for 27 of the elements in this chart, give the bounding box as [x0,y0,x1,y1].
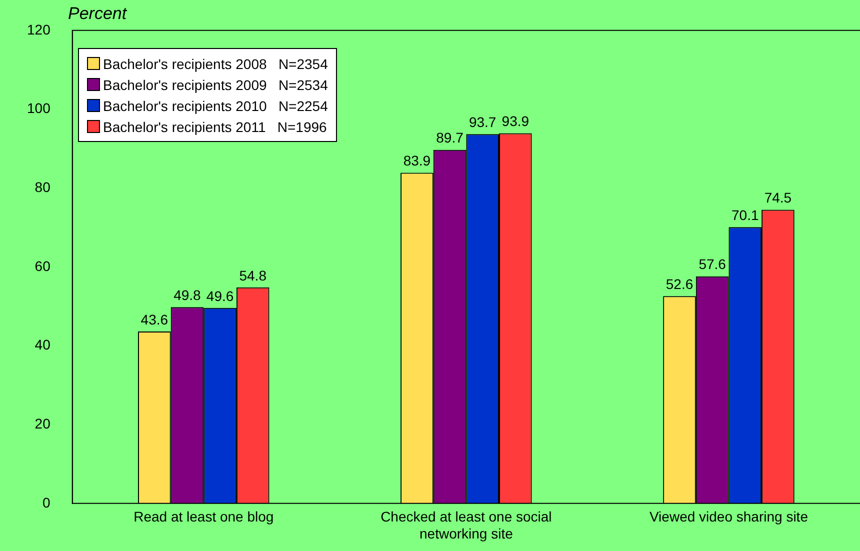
data-label: 43.6 [140,311,168,328]
data-label: 54.8 [239,267,267,284]
y-tick-label: 80 [34,178,51,195]
y-tick-label: 100 [27,100,51,116]
data-label: 70.1 [732,206,759,223]
data-label: 49.6 [206,288,234,304]
y-tick-label: 120 [27,21,51,38]
data-label: 74.5 [764,190,792,206]
x-tick-label: Checked at least one social networking site [380,508,552,542]
x-tick-label: Viewed video sharing site [649,508,808,525]
data-label: 93.7 [468,114,496,130]
y-tick-label: 20 [34,415,51,432]
data-label: 57.6 [698,256,726,272]
data-label: 83.9 [403,152,431,169]
y-tick-label: 60 [34,258,51,274]
x-tick-label: Read at least one blog [134,508,274,525]
legend-label: Bachelor's recipients 2009 N=2534 [102,76,328,95]
legend-label: Bachelor's recipients 2008 N=2354 [102,54,328,74]
y-tick-label: 0 [42,494,51,510]
y-tick-label: 40 [34,336,51,353]
data-label: 49.8 [174,286,202,303]
legend-label: Bachelor's recipients 2010 N=2254 [102,96,328,116]
data-label: 93.9 [502,113,530,130]
data-label: 52.6 [666,276,694,292]
y-axis-title: Percent [68,4,127,24]
legend-label: Bachelor's recipients 2011 N=1996 [102,118,328,137]
data-label: 89.7 [436,130,464,146]
